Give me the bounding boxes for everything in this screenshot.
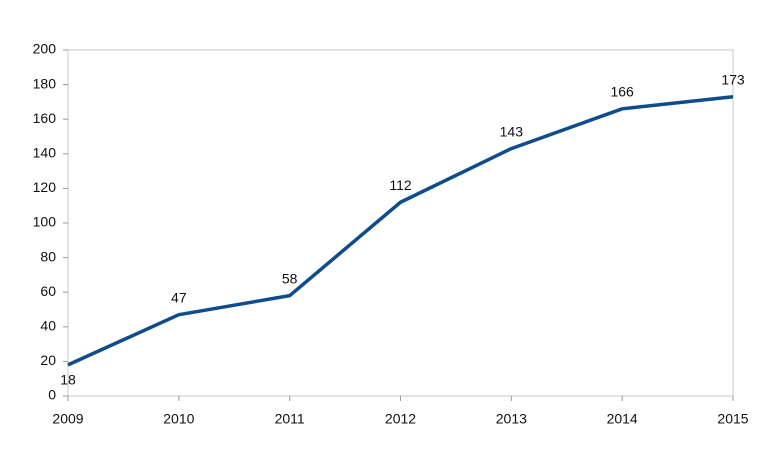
y-tick-label: 80 [40,248,56,264]
data-label: 166 [610,84,634,100]
data-label: 112 [389,177,412,193]
y-tick-label: 20 [40,352,56,368]
y-tick-label: 0 [48,387,56,403]
y-tick-label: 160 [33,110,57,126]
y-tick-label: 100 [33,214,57,230]
data-label: 143 [500,123,524,139]
data-label: 173 [721,71,745,87]
x-tick-label: 2015 [717,411,748,427]
plot-frame [67,49,734,397]
x-tick-label: 2009 [52,411,83,427]
x-tick-label: 2012 [385,411,416,427]
data-label: 58 [282,270,298,286]
x-tick-label: 2011 [275,411,305,427]
y-tick-label: 140 [33,145,57,161]
y-tick-label: 60 [40,283,56,299]
y-tick-label: 200 [33,41,57,57]
data-label: 18 [60,372,76,388]
y-tick-label: 180 [33,75,57,91]
data-label: 47 [171,289,187,305]
y-tick-label: 40 [40,318,56,334]
x-tick-label: 2014 [607,411,638,427]
y-tick-label: 120 [33,179,57,195]
x-tick-label: 2013 [496,411,527,427]
x-tick-label: 2010 [163,411,194,427]
line-series [67,94,734,367]
